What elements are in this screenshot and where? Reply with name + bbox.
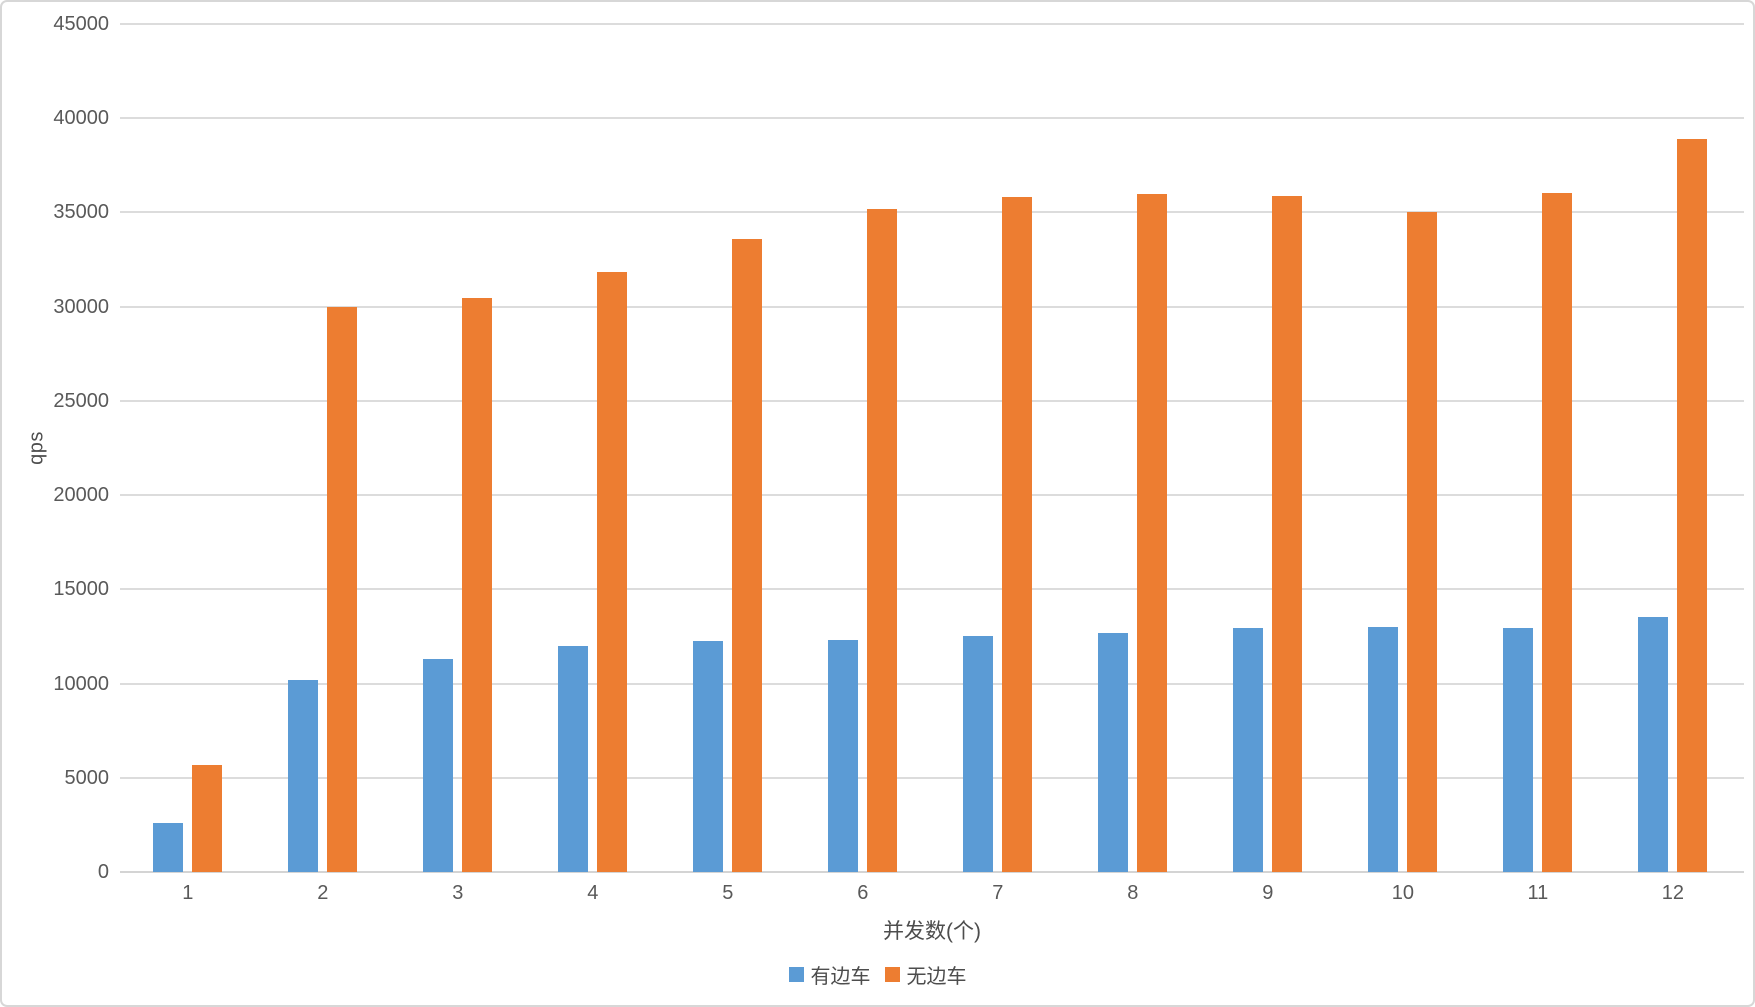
plot-area xyxy=(120,23,1744,873)
x-axis-tick-label: 8 xyxy=(1127,882,1139,904)
y-axis-tick-label: 0 xyxy=(97,861,109,883)
x-axis-tick-label: 1 xyxy=(182,882,194,904)
x-axis-tick-label: 5 xyxy=(722,882,734,904)
bar-series1-cat9 xyxy=(1233,628,1264,872)
x-axis-tick-label: 11 xyxy=(1527,882,1549,904)
bar-series1-cat8 xyxy=(1098,633,1129,872)
gridline xyxy=(120,871,1744,873)
gridline xyxy=(120,117,1744,120)
bar-series1-cat3 xyxy=(423,659,454,872)
x-axis-tick-label: 4 xyxy=(587,882,599,904)
legend-swatch-icon xyxy=(884,967,900,982)
bar-series1-cat12 xyxy=(1638,617,1669,872)
gridline xyxy=(120,682,1744,685)
gridline xyxy=(120,399,1744,402)
y-axis-tick-label: 40000 xyxy=(53,107,109,130)
bar-series2-cat4 xyxy=(597,272,628,872)
x-axis-tick-label: 2 xyxy=(317,882,329,904)
x-axis-tick-label: 7 xyxy=(992,882,1004,904)
legend: 有边车 无边车 xyxy=(2,960,1753,989)
y-axis-title: qps xyxy=(25,431,48,465)
bar-series1-cat10 xyxy=(1368,627,1399,872)
bar-series2-cat8 xyxy=(1137,194,1168,872)
bar-series1-cat2 xyxy=(288,680,319,872)
x-axis-tick-label: 6 xyxy=(857,882,869,904)
legend-label: 有边车 xyxy=(810,966,871,988)
bar-series2-cat1 xyxy=(192,765,223,872)
bar-series2-cat6 xyxy=(867,209,898,872)
legend-item: 有边车 xyxy=(788,960,871,989)
bar-series1-cat5 xyxy=(693,641,724,872)
bar-series2-cat10 xyxy=(1407,212,1438,872)
bar-series1-cat4 xyxy=(558,646,589,872)
legend-swatch-icon xyxy=(788,967,804,982)
x-axis-tick-label: 9 xyxy=(1262,882,1274,904)
y-axis-tick-label: 30000 xyxy=(53,295,109,318)
bar-series2-cat12 xyxy=(1677,139,1708,872)
y-axis-tick-label: 10000 xyxy=(53,672,109,695)
gridline xyxy=(120,211,1744,214)
y-axis-tick-label: 20000 xyxy=(53,484,109,507)
gridline xyxy=(120,494,1744,497)
gridline xyxy=(120,588,1744,591)
y-axis-tick-label: 25000 xyxy=(53,389,109,412)
bar-series1-cat11 xyxy=(1503,628,1534,872)
y-axis-tick-label: 15000 xyxy=(53,578,109,601)
gridline xyxy=(120,776,1744,779)
bar-series2-cat3 xyxy=(462,298,493,872)
legend-item: 无边车 xyxy=(884,960,967,989)
bar-series1-cat1 xyxy=(153,823,184,872)
x-axis-tick-label: 10 xyxy=(1391,882,1414,904)
gridline xyxy=(120,305,1744,308)
y-axis-tick-label: 45000 xyxy=(53,13,109,35)
y-axis-tick-label: 35000 xyxy=(53,201,109,224)
bar-series1-cat6 xyxy=(828,640,859,872)
bar-series2-cat2 xyxy=(327,307,358,872)
bar-series2-cat5 xyxy=(732,239,763,872)
legend-label: 无边车 xyxy=(906,966,967,988)
bar-series2-cat11 xyxy=(1542,193,1573,872)
bar-series2-cat9 xyxy=(1272,196,1303,872)
gridline xyxy=(120,23,1744,25)
x-axis-title: 并发数(个) xyxy=(883,920,981,943)
x-axis-tick-label: 12 xyxy=(1661,882,1684,904)
bar-series1-cat7 xyxy=(963,636,994,872)
y-axis-tick-label: 5000 xyxy=(64,766,110,789)
x-axis-tick-label: 3 xyxy=(452,882,464,904)
bar-series2-cat7 xyxy=(1002,197,1033,872)
